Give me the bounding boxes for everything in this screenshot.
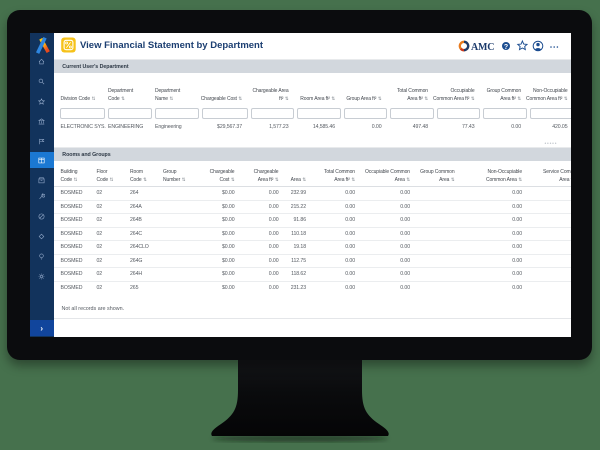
svg-text:AMC: AMC bbox=[471, 42, 494, 53]
svg-text:?: ? bbox=[503, 44, 507, 51]
